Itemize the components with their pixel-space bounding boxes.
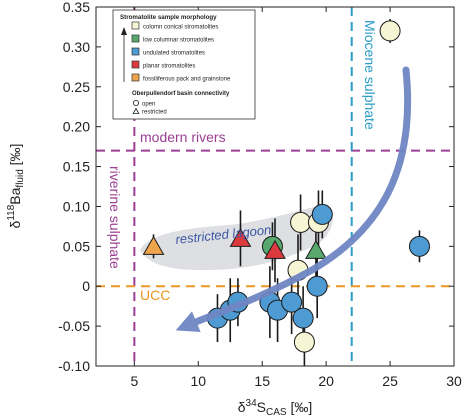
data-point-circle — [281, 291, 303, 313]
legend-label-low: low columnar stromatolites — [143, 38, 214, 44]
x-tick-label: 15 — [254, 373, 270, 389]
x-tick-label: 20 — [318, 373, 334, 389]
legend-restricted-triangle-icon — [132, 107, 140, 114]
data-point-triangle — [264, 239, 286, 259]
x-tick-label: 10 — [190, 373, 206, 389]
plot-frame — [95, 6, 455, 367]
legend-label-columnar: colomn conical stromatolites — [143, 25, 218, 31]
legend-open-circle-icon — [132, 100, 139, 107]
legend-open-label: open — [142, 102, 155, 108]
y-axis-label: δ118Bafluid [‰] — [6, 144, 26, 229]
legend-swatch-columnar — [131, 21, 140, 30]
y-tick-label: 0.05 — [63, 238, 90, 254]
legend-restricted-label: restricted — [142, 110, 167, 116]
x-tick-labels: 5 10 15 20 25 30 — [130, 373, 462, 389]
y-tick-label: -0.10 — [58, 358, 90, 374]
trend-arrow — [175, 66, 412, 332]
y-tick-label: 0.35 — [63, 0, 90, 15]
miocene-sulphate-label: Miocene sulphate — [362, 20, 378, 130]
legend-connectivity-title: Oberpullendorf basin connectivity — [132, 91, 230, 97]
riverine-sulphate-label: riverine sulphate — [107, 166, 123, 269]
y-tick-labels: -0.10 -0.05 0 0.05 0.10 0.15 0.20 0.25 0.30 0.35 — [58, 0, 90, 374]
y-tick-label: 0 — [82, 278, 90, 294]
legend-swatch-low — [131, 34, 140, 43]
legend-arrow — [121, 27, 127, 82]
data-point-circle — [293, 331, 315, 353]
data-point-circle — [306, 275, 328, 297]
data-point-triangle — [229, 227, 252, 247]
y-tick-label: 0.30 — [63, 39, 90, 55]
modern-rivers-label: modern rivers — [140, 129, 226, 145]
legend-label-planar: planar stromatolites — [143, 64, 195, 70]
y-tick-label: 0.20 — [63, 119, 90, 135]
y-tick-label: 0.10 — [63, 198, 90, 214]
data-point-triangle — [142, 235, 165, 255]
y-tick-label: 0.15 — [63, 159, 90, 175]
legend-swatch-planar — [131, 60, 140, 69]
data-point-circle — [290, 211, 312, 233]
y-tick-label: -0.05 — [58, 318, 90, 334]
legend-label-fossiliferous: fossiliferous pack and grainstone — [143, 77, 231, 83]
x-tick-label: 5 — [130, 373, 138, 389]
x-tick-label: 25 — [382, 373, 398, 389]
legend-items: colomn conical stromatolites low columnar… — [131, 21, 231, 83]
data-point-circle — [292, 307, 314, 329]
x-axis-label: δ34SCAS [‰] — [238, 398, 313, 417]
legend-swatch-fossiliferous — [131, 73, 140, 82]
legend: Stromatolite sample morphology colomn co… — [112, 9, 256, 120]
y-tick-label: 0.25 — [63, 79, 90, 95]
legend-label-undulated: undulated stromatolites — [143, 51, 205, 57]
x-tick-label: 30 — [446, 373, 462, 389]
data-point-circle — [408, 235, 430, 257]
data-point-circle — [379, 20, 401, 42]
data-point-triangle — [305, 239, 327, 259]
ucc-label: UCC — [140, 287, 170, 303]
data-point-circle — [311, 203, 333, 225]
legend-swatch-undulated — [131, 47, 140, 56]
legend-title: Stromatolite sample morphology — [120, 14, 217, 21]
